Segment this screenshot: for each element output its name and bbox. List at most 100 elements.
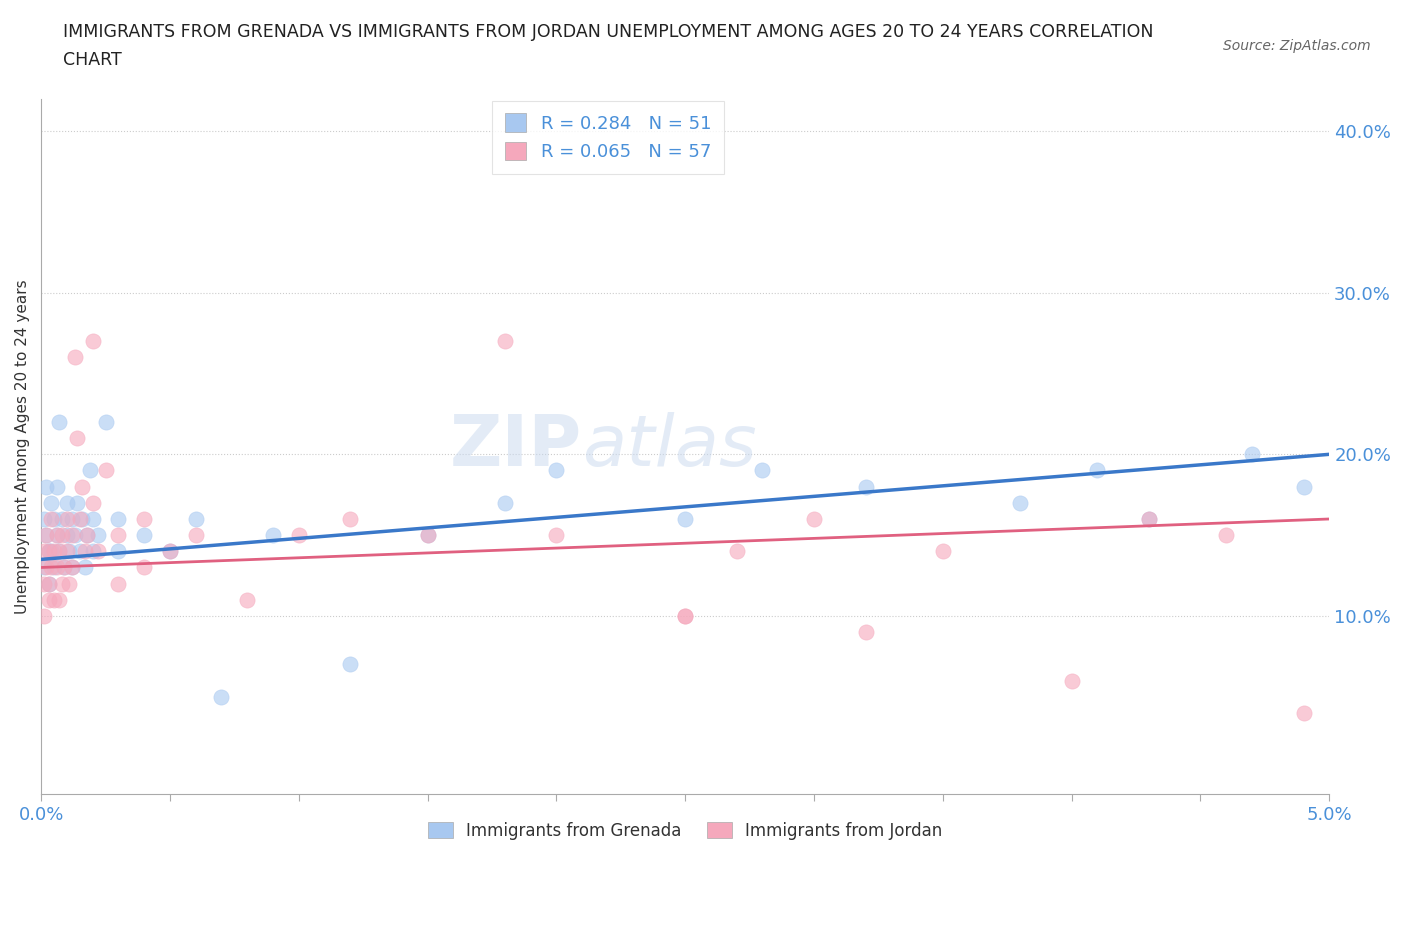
Point <box>38 577 60 591</box>
Point <box>32 577 55 591</box>
Text: Source: ZipAtlas.com: Source: ZipAtlas.com <box>1223 39 1371 53</box>
Point <box>725 544 748 559</box>
Point <box>546 463 568 478</box>
Point <box>751 463 773 478</box>
Point <box>803 512 825 526</box>
Point <box>287 527 309 542</box>
Point <box>32 608 55 623</box>
Point <box>1215 527 1237 542</box>
Text: atlas: atlas <box>582 412 756 481</box>
Point <box>236 592 259 607</box>
Point <box>82 496 104 511</box>
Point <box>673 608 696 623</box>
Point <box>32 512 55 526</box>
Point <box>42 544 65 559</box>
Point <box>35 527 58 542</box>
Point <box>932 544 955 559</box>
Point <box>87 544 110 559</box>
Point <box>41 544 63 559</box>
Point <box>53 560 76 575</box>
Point <box>184 527 207 542</box>
Point <box>72 512 94 526</box>
Point <box>262 527 284 542</box>
Point <box>73 560 96 575</box>
Point <box>494 334 516 349</box>
Legend: Immigrants from Grenada, Immigrants from Jordan: Immigrants from Grenada, Immigrants from… <box>420 814 950 848</box>
Y-axis label: Unemployment Among Ages 20 to 24 years: Unemployment Among Ages 20 to 24 years <box>15 279 30 614</box>
Point <box>107 512 129 526</box>
Point <box>69 512 91 526</box>
Point <box>855 625 877 640</box>
Point <box>42 512 65 526</box>
Point <box>35 560 58 575</box>
Point <box>48 592 70 607</box>
Point <box>38 544 60 559</box>
Point <box>60 527 83 542</box>
Point <box>1010 496 1032 511</box>
Point <box>38 592 60 607</box>
Point <box>76 527 98 542</box>
Point <box>56 544 79 559</box>
Point <box>45 527 67 542</box>
Point <box>416 527 439 542</box>
Point <box>38 544 60 559</box>
Point <box>45 479 67 494</box>
Point <box>107 577 129 591</box>
Point <box>41 496 63 511</box>
Point <box>211 689 233 704</box>
Point <box>1292 479 1315 494</box>
Point <box>1060 673 1083 688</box>
Point <box>66 431 89 445</box>
Point <box>32 544 55 559</box>
Point <box>51 512 73 526</box>
Point <box>76 527 98 542</box>
Point <box>1240 447 1263 462</box>
Point <box>159 544 181 559</box>
Point <box>58 544 80 559</box>
Point <box>339 512 361 526</box>
Point <box>1087 463 1109 478</box>
Point <box>73 544 96 559</box>
Point <box>35 527 58 542</box>
Point <box>60 512 83 526</box>
Point <box>48 544 70 559</box>
Point <box>42 592 65 607</box>
Point <box>134 527 156 542</box>
Point <box>51 527 73 542</box>
Point <box>855 479 877 494</box>
Point <box>45 560 67 575</box>
Point <box>41 512 63 526</box>
Point <box>107 527 129 542</box>
Point <box>184 512 207 526</box>
Point <box>134 560 156 575</box>
Point <box>87 527 110 542</box>
Point <box>60 560 83 575</box>
Point <box>56 527 79 542</box>
Point <box>673 512 696 526</box>
Point <box>494 496 516 511</box>
Point <box>45 527 67 542</box>
Point <box>82 512 104 526</box>
Point <box>107 544 129 559</box>
Point <box>1369 527 1392 542</box>
Point <box>56 512 79 526</box>
Point <box>63 527 86 542</box>
Text: ZIP: ZIP <box>450 412 582 481</box>
Point <box>94 463 117 478</box>
Point <box>32 560 55 575</box>
Point <box>72 479 94 494</box>
Point <box>38 577 60 591</box>
Point <box>48 544 70 559</box>
Point <box>546 527 568 542</box>
Point <box>58 577 80 591</box>
Point <box>673 608 696 623</box>
Point <box>1137 512 1160 526</box>
Point <box>339 657 361 671</box>
Point <box>42 560 65 575</box>
Point <box>51 577 73 591</box>
Text: CHART: CHART <box>63 51 122 69</box>
Point <box>63 350 86 365</box>
Point <box>1292 706 1315 721</box>
Point <box>48 415 70 430</box>
Point <box>416 527 439 542</box>
